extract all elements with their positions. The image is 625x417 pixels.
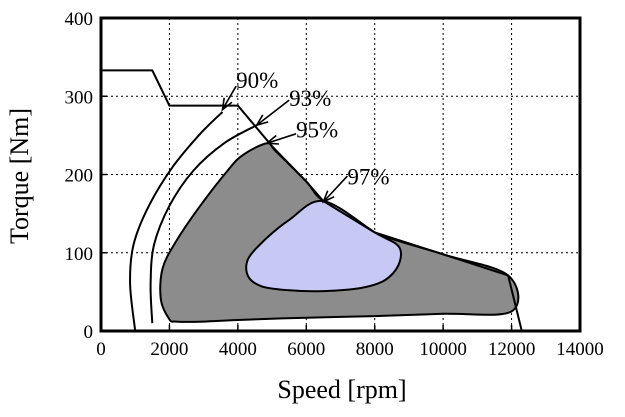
annotation-label-93: 93% <box>289 86 331 111</box>
y-axis-title: Torque [Nm] <box>5 108 34 244</box>
arrow-head <box>221 97 233 112</box>
x-tick-label-6: 12000 <box>488 339 536 360</box>
efficiency-region-97 <box>245 200 403 293</box>
arrow-shaft <box>266 133 297 144</box>
x-tick-label-0: 0 <box>96 339 106 360</box>
x-tick-label-4: 8000 <box>356 339 394 360</box>
x-tick-label-7: 14000 <box>556 339 604 360</box>
arrow-93 <box>254 99 290 127</box>
arrow-shaft <box>221 85 237 110</box>
y-tick-label-2: 200 <box>65 166 94 187</box>
efficiency-contour-93 <box>149 124 258 324</box>
annotation-label-95: 95% <box>296 117 338 142</box>
tick-layer: 0 2000 4000 6000 8000 10000 12000 14000 0 100 200 3… <box>65 9 604 360</box>
x-tick-label-5: 10000 <box>419 339 467 360</box>
arrow-95 <box>264 133 297 145</box>
line-layer <box>101 69 523 332</box>
x-axis-title: Speed [rpm] <box>277 375 406 404</box>
arrow-layer <box>221 85 348 204</box>
arrow-head <box>254 114 269 127</box>
y-tick-label-4: 400 <box>65 9 94 30</box>
arrow-shaft <box>256 99 290 126</box>
arrow-head <box>321 190 335 204</box>
region-layer <box>159 142 520 323</box>
arrow-shaft <box>322 175 348 203</box>
annotation-label-90: 90% <box>236 68 278 93</box>
efficiency-contour-90 <box>129 111 224 332</box>
x-tick-label-1: 2000 <box>150 339 188 360</box>
arrow-97 <box>321 175 348 204</box>
y-tick-label-3: 300 <box>65 87 94 108</box>
annotation-label-97: 97% <box>347 164 389 189</box>
torque-speed-envelope <box>101 69 523 332</box>
arrow-90 <box>221 85 237 112</box>
arrow-head <box>264 134 279 145</box>
y-tick-label-1: 100 <box>65 244 94 265</box>
x-tick-label-3: 6000 <box>287 339 325 360</box>
x-tick-label-2: 4000 <box>219 339 257 360</box>
annotation-layer: 90% 93% 95% 97% <box>236 68 389 189</box>
y-tick-label-0: 0 <box>84 322 94 343</box>
